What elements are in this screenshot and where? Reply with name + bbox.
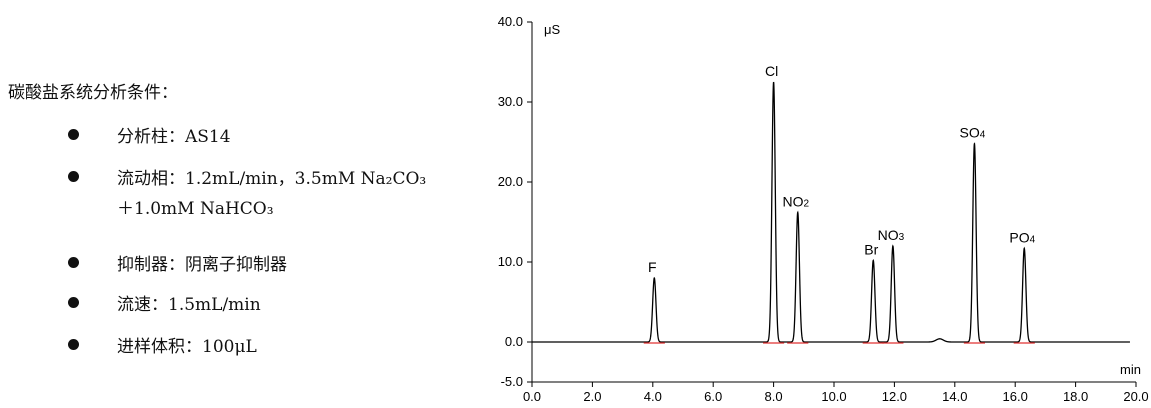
x-tick-label: 18.0 [1063,389,1088,404]
chromatogram-trace [532,81,1130,343]
x-tick-label: 0.0 [523,389,541,404]
peak-label-text: Br [864,241,878,257]
peak-label: SO4 [960,125,986,141]
peak-label: Br [864,241,878,257]
condition-text-continuation: ＋1.0mM NaHCO₃ [117,199,274,219]
y-tick-label: -5.0 [501,374,523,389]
peak-label: NO3 [878,227,905,243]
x-tick-label: 16.0 [1003,389,1028,404]
condition-text: 进样体积：100μL [117,337,257,357]
peak-label: F [648,259,657,275]
peak-label-text: PO [1009,229,1029,245]
peak-label-subscript: 4 [980,130,986,141]
y-tick-label: 30.0 [498,94,523,109]
x-tick-label: 4.0 [644,389,662,404]
peak-label: NO2 [782,193,809,209]
peak-label-text: SO [960,125,980,141]
peak-label-subscript: 4 [1030,234,1036,245]
bullet-icon [68,129,79,140]
y-tick-label: 40.0 [498,14,523,29]
peak-label-text: F [648,259,657,275]
analysis-conditions: 碳酸盐系统分析条件： 分析柱：AS14 流动相：1.2mL/min，3.5mM … [0,0,470,408]
x-axis-label: min [1120,362,1141,377]
peak-label-text: NO [782,193,803,209]
peak-label: PO4 [1009,229,1035,245]
bullet-icon [68,257,79,268]
x-tick-label: 2.0 [583,389,601,404]
bullet-icon [68,171,79,182]
y-tick-label: 10.0 [498,254,523,269]
chart-axes: -5.00.010.020.030.040.00.0 2.0 4.0 6.0 8.0 10… [498,14,1149,404]
x-tick-label: 20.0 [1123,389,1148,404]
condition-text: 流速：1.5mL/min [117,295,261,315]
condition-text: 分析柱：AS14 [117,127,231,147]
peak-label-text: NO [878,227,899,243]
condition-text: 流动相：1.2mL/min，3.5mM Na₂CO₃ [117,169,427,189]
y-tick-label: 0.0 [505,334,523,349]
peak-label-subscript: 2 [803,198,809,209]
x-tick-label: 10.0 [821,389,846,404]
bullet-icon [68,339,79,350]
conditions-title: 碳酸盐系统分析条件： [8,83,178,103]
x-tick-label: 14.0 [942,389,967,404]
peak-label-subscript: 3 [899,232,905,243]
y-axis-label: μS [544,22,560,37]
x-tick-label: 8.0 [765,389,783,404]
chromatogram-chart: -5.00.010.020.030.040.00.0 2.0 4.0 6.0 8.0 10… [498,14,1149,404]
peak-label-text: Cl [765,63,778,79]
x-tick-label: 6.0 [704,389,722,404]
x-tick-label: 12.0 [882,389,907,404]
bullet-icon [68,297,79,308]
peak-label: Cl [765,63,778,79]
y-tick-label: 20.0 [498,174,523,189]
condition-text: 抑制器：阴离子抑制器 [117,255,287,275]
